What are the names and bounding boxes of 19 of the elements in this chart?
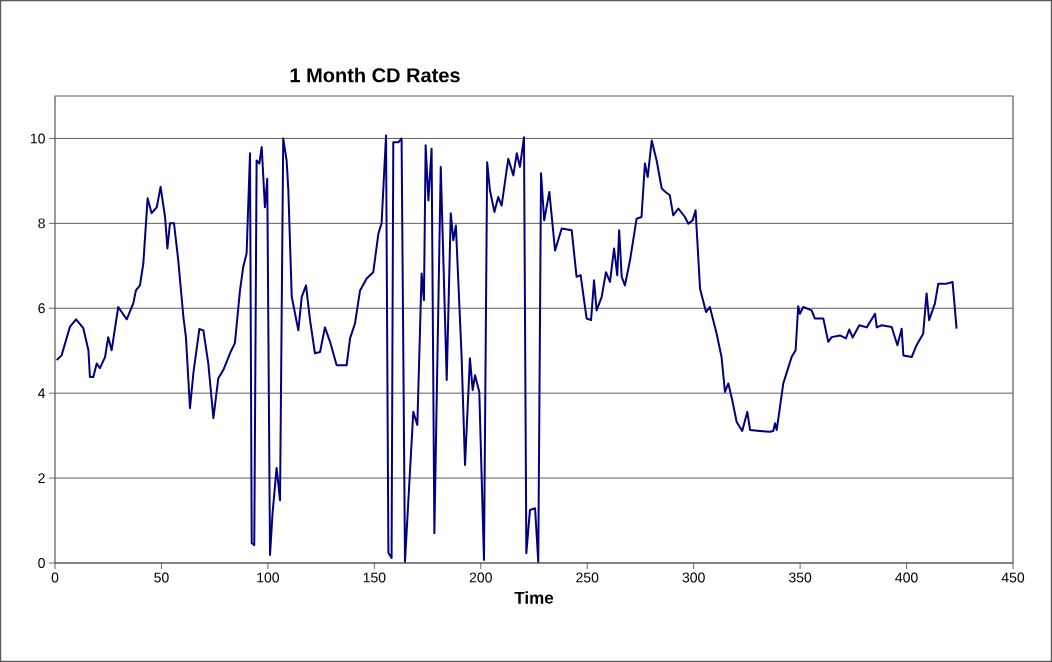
x-axis-title: Time: [514, 591, 554, 604]
x-tick-label: 50: [154, 572, 169, 583]
x-tick-label: 0: [51, 572, 59, 583]
x-tick-label: 400: [895, 572, 918, 583]
x-tick-label: 100: [257, 572, 280, 583]
y-tick-label: 2: [38, 473, 45, 483]
y-tick-label: 8: [38, 218, 45, 229]
x-tick-label: 450: [1001, 572, 1025, 583]
chart-title: 1 Month CD Rates: [290, 67, 460, 83]
line-series: [55, 134, 958, 563]
y-tick-label: 4: [38, 388, 46, 398]
x-tick-label: 350: [788, 572, 812, 583]
y-tick-label: 0: [38, 558, 45, 568]
x-tick-label: 300: [682, 572, 705, 583]
x-tick-label: 250: [576, 572, 599, 583]
x-tick-label: 200: [469, 572, 492, 583]
y-tick-label: 6: [38, 303, 45, 314]
y-tick-label: 10: [30, 133, 45, 144]
x-tick-label: 150: [363, 572, 386, 583]
